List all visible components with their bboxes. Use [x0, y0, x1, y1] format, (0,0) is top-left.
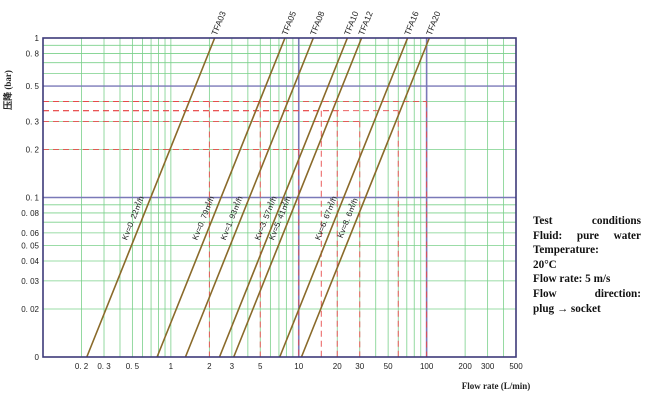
y-tick-label: 0: [35, 353, 40, 362]
series-label: TFA20: [424, 10, 443, 37]
series-label: TFA03: [209, 10, 228, 37]
curve-line: [278, 37, 409, 358]
series-label: TFA05: [280, 10, 299, 37]
note-line: Flow direction:: [533, 287, 641, 300]
x-tick-label: 500: [509, 362, 523, 371]
note-line: plug → socket: [533, 302, 601, 315]
x-axis-title: Flow rate (L/min): [462, 381, 530, 391]
tick-labels: 0. 2 0. 3 0. 5 1 2 3 5 10 20 30 50 100 200 300 500 1 0. …: [21, 34, 523, 371]
plot-frame: [42, 37, 517, 358]
x-tick-label: 200: [458, 362, 472, 371]
y-tick-label: 0. 5: [26, 82, 40, 91]
y-tick-label: 0. 04: [21, 257, 39, 266]
note-line: Fluid: pure water: [533, 229, 641, 242]
y-axis-title: 压降 (bar): [2, 70, 13, 110]
note-line: Temperature:: [533, 244, 599, 257]
y-tick-label: 0. 2: [26, 145, 40, 154]
x-tick-label: 0. 3: [97, 362, 111, 371]
x-tick-label: 5: [258, 362, 263, 371]
y-tick-label: 0. 08: [21, 209, 39, 218]
series-label: TFA08: [308, 10, 327, 37]
curve-line: [86, 37, 216, 358]
grid: [43, 38, 516, 357]
x-tick-label: 30: [355, 362, 364, 371]
x-tick-label: 0. 2: [75, 362, 89, 371]
x-tick-label: 1: [169, 362, 174, 371]
x-tick-label: 50: [384, 362, 393, 371]
note-line: 20°C: [533, 258, 557, 271]
note-line: Flow rate: 5 m/s: [533, 273, 611, 286]
x-tick-label: 2: [207, 362, 212, 371]
x-tick-label: 10: [294, 362, 303, 371]
y-tick-label: 1: [35, 34, 40, 43]
x-tick-label: 300: [481, 362, 495, 371]
x-tick-label: 100: [420, 362, 434, 371]
test-conditions-notes: Test conditions Fluid: pure water Temper…: [533, 214, 641, 316]
y-tick-label: 0. 3: [26, 117, 40, 126]
series-label: TFA16: [402, 10, 421, 37]
guide-markers: [43, 101, 428, 357]
curve-line: [184, 37, 315, 358]
flow-curves: [86, 37, 431, 358]
y-tick-label: 0. 02: [21, 305, 39, 314]
curve-line: [218, 37, 349, 358]
x-tick-label: 20: [333, 362, 342, 371]
curve-line: [156, 37, 286, 358]
y-tick-label: 0. 03: [21, 277, 39, 286]
y-tick-label: 0. 05: [21, 242, 39, 251]
note-line: Test conditions: [533, 215, 641, 227]
x-tick-label: 0. 5: [126, 362, 140, 371]
y-tick-label: 0. 06: [21, 229, 39, 238]
x-tick-label: 3: [230, 362, 235, 371]
y-tick-label: 0. 8: [26, 49, 40, 58]
curve-line: [300, 37, 431, 358]
y-tick-label: 0. 1: [26, 194, 40, 203]
curve-line: [232, 37, 363, 358]
